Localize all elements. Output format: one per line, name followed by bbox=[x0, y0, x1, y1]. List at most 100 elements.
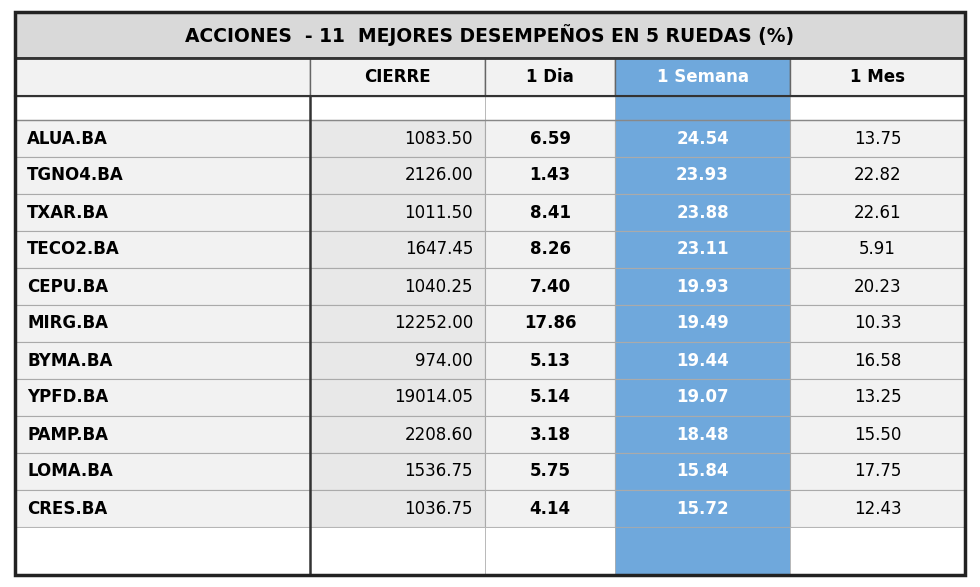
Bar bbox=[485, 305, 615, 342]
Text: 1 Mes: 1 Mes bbox=[850, 68, 905, 86]
Text: 6.59: 6.59 bbox=[529, 130, 570, 147]
Text: 1 Dia: 1 Dia bbox=[526, 68, 574, 86]
Bar bbox=[310, 490, 485, 527]
Text: YPFD.BA: YPFD.BA bbox=[27, 389, 108, 407]
Bar bbox=[790, 453, 965, 490]
Bar bbox=[790, 194, 965, 231]
Text: 7.40: 7.40 bbox=[529, 278, 570, 295]
Bar bbox=[615, 120, 790, 157]
Bar bbox=[15, 453, 310, 490]
Bar bbox=[790, 490, 965, 527]
Bar bbox=[310, 416, 485, 453]
Text: 15.84: 15.84 bbox=[676, 463, 729, 481]
Bar bbox=[15, 120, 310, 157]
Bar bbox=[310, 268, 485, 305]
Bar bbox=[790, 416, 965, 453]
Text: 22.61: 22.61 bbox=[854, 204, 902, 221]
Bar bbox=[790, 379, 965, 416]
Bar bbox=[615, 96, 790, 120]
Text: 23.11: 23.11 bbox=[676, 241, 729, 258]
Text: PAMP.BA: PAMP.BA bbox=[27, 426, 108, 444]
Text: 19.44: 19.44 bbox=[676, 352, 729, 369]
Text: 19.93: 19.93 bbox=[676, 278, 729, 295]
Bar bbox=[485, 416, 615, 453]
Bar bbox=[15, 490, 310, 527]
Text: TGNO4.BA: TGNO4.BA bbox=[27, 167, 123, 184]
Bar bbox=[310, 305, 485, 342]
Text: MIRG.BA: MIRG.BA bbox=[27, 315, 108, 332]
Bar bbox=[790, 58, 965, 96]
Text: 19014.05: 19014.05 bbox=[394, 389, 473, 407]
Bar bbox=[485, 231, 615, 268]
Bar bbox=[615, 58, 790, 96]
Text: CEPU.BA: CEPU.BA bbox=[27, 278, 108, 295]
Bar bbox=[790, 342, 965, 379]
Bar bbox=[485, 490, 615, 527]
Bar bbox=[15, 305, 310, 342]
Text: BYMA.BA: BYMA.BA bbox=[27, 352, 113, 369]
Bar bbox=[310, 527, 485, 575]
Text: 22.82: 22.82 bbox=[854, 167, 902, 184]
Text: 17.75: 17.75 bbox=[854, 463, 902, 481]
Bar bbox=[15, 342, 310, 379]
Text: 5.91: 5.91 bbox=[859, 241, 896, 258]
Bar bbox=[615, 305, 790, 342]
Bar bbox=[15, 527, 310, 575]
Bar bbox=[15, 416, 310, 453]
Text: 1040.25: 1040.25 bbox=[405, 278, 473, 295]
Text: 12.43: 12.43 bbox=[854, 500, 902, 518]
Bar bbox=[15, 157, 310, 194]
Bar bbox=[790, 157, 965, 194]
Bar bbox=[15, 12, 965, 58]
Text: 5.14: 5.14 bbox=[529, 389, 570, 407]
Text: CIERRE: CIERRE bbox=[365, 68, 431, 86]
Bar bbox=[615, 194, 790, 231]
Bar bbox=[15, 268, 310, 305]
Text: 1 Semana: 1 Semana bbox=[657, 68, 749, 86]
Text: 8.41: 8.41 bbox=[529, 204, 570, 221]
Bar bbox=[485, 194, 615, 231]
Bar bbox=[615, 453, 790, 490]
Text: 5.13: 5.13 bbox=[529, 352, 570, 369]
Text: 20.23: 20.23 bbox=[854, 278, 902, 295]
Bar bbox=[485, 453, 615, 490]
Text: 974.00: 974.00 bbox=[416, 352, 473, 369]
Text: 23.93: 23.93 bbox=[676, 167, 729, 184]
Bar bbox=[615, 379, 790, 416]
Text: 1036.75: 1036.75 bbox=[405, 500, 473, 518]
Bar bbox=[615, 268, 790, 305]
Bar bbox=[15, 231, 310, 268]
Bar bbox=[485, 342, 615, 379]
Bar bbox=[485, 157, 615, 194]
Bar bbox=[15, 194, 310, 231]
Text: 16.58: 16.58 bbox=[854, 352, 902, 369]
Bar bbox=[615, 342, 790, 379]
Bar bbox=[310, 120, 485, 157]
Text: TECO2.BA: TECO2.BA bbox=[27, 241, 120, 258]
Text: CRES.BA: CRES.BA bbox=[27, 500, 107, 518]
Text: 2126.00: 2126.00 bbox=[405, 167, 473, 184]
Text: 19.07: 19.07 bbox=[676, 389, 729, 407]
Bar bbox=[615, 231, 790, 268]
Text: ACCIONES  - 11  MEJORES DESEMPEÑOS EN 5 RUEDAS (%): ACCIONES - 11 MEJORES DESEMPEÑOS EN 5 RU… bbox=[185, 24, 795, 46]
Text: 12252.00: 12252.00 bbox=[394, 315, 473, 332]
Text: 1011.50: 1011.50 bbox=[405, 204, 473, 221]
Text: 1536.75: 1536.75 bbox=[405, 463, 473, 481]
Text: 5.75: 5.75 bbox=[529, 463, 570, 481]
Bar bbox=[485, 527, 615, 575]
Text: 4.14: 4.14 bbox=[529, 500, 570, 518]
Bar bbox=[485, 268, 615, 305]
Bar bbox=[790, 231, 965, 268]
Text: 19.49: 19.49 bbox=[676, 315, 729, 332]
Bar bbox=[310, 453, 485, 490]
Bar bbox=[790, 305, 965, 342]
Bar bbox=[15, 379, 310, 416]
Text: 13.75: 13.75 bbox=[854, 130, 902, 147]
Bar bbox=[615, 527, 790, 575]
Text: 8.26: 8.26 bbox=[529, 241, 570, 258]
Bar bbox=[310, 379, 485, 416]
Bar bbox=[790, 96, 965, 120]
Text: 3.18: 3.18 bbox=[529, 426, 570, 444]
Text: 23.88: 23.88 bbox=[676, 204, 729, 221]
Text: 15.50: 15.50 bbox=[854, 426, 902, 444]
